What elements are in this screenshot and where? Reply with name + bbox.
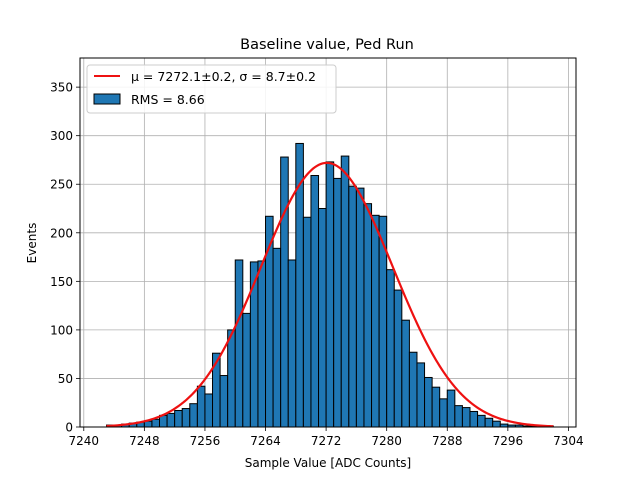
histogram-bar	[166, 412, 176, 428]
histogram-bar	[234, 259, 244, 428]
x-tick-label: 7280	[371, 434, 402, 448]
plot-frame	[79, 57, 577, 428]
histogram-bar	[249, 261, 259, 428]
histogram-bar	[454, 405, 463, 428]
y-tick-label: 0	[65, 421, 73, 435]
histogram-bar	[348, 185, 357, 428]
y-tick-label: 250	[50, 178, 73, 192]
histogram-bar	[257, 260, 267, 428]
histogram-bar	[469, 410, 479, 428]
histogram-bar	[340, 155, 350, 428]
histogram-bar	[174, 409, 183, 428]
histogram-bar	[333, 177, 342, 428]
histogram-bar	[363, 203, 373, 428]
histogram-bar	[477, 414, 486, 428]
histogram-bar	[181, 408, 191, 428]
histogram-bar	[325, 161, 335, 428]
histogram-bar	[287, 259, 297, 428]
x-tick-label: 7288	[432, 434, 463, 448]
x-tick-label: 7240	[69, 434, 100, 448]
legend-fit-label: μ = 7272.1±0.2, σ = 8.7±0.2	[131, 69, 316, 84]
y-tick-label: 50	[58, 372, 73, 386]
histogram-bar	[242, 312, 251, 428]
chart-title: Baseline value, Ped Run	[240, 37, 414, 53]
legend-rms-swatch	[93, 93, 121, 105]
histogram-bar	[318, 208, 327, 428]
histogram-bar	[272, 247, 282, 428]
histogram-bar	[371, 214, 380, 428]
histogram-bar	[393, 289, 403, 428]
histogram-bar	[401, 319, 410, 428]
histogram-bar	[386, 269, 395, 428]
x-tick-label: 7264	[250, 434, 281, 448]
histogram-bar	[439, 398, 448, 428]
histogram-bar	[302, 216, 312, 428]
fit-curve	[106, 161, 554, 428]
legend-rms-label: RMS = 8.66	[131, 92, 205, 107]
legend: μ = 7272.1±0.2, σ = 8.7±0.2 RMS = 8.66	[86, 64, 337, 114]
y-tick-label: 300	[50, 129, 73, 143]
y-axis-ticks: 0 50 100 150 200 250 300 350	[50, 81, 80, 435]
x-tick-label: 7272	[311, 434, 342, 448]
histogram-bar	[484, 417, 494, 428]
x-tick-label: 7304	[553, 434, 584, 448]
histogram-bar	[446, 389, 456, 428]
histogram-bar	[151, 418, 161, 428]
histogram-bar	[492, 420, 501, 428]
histogram-bar	[227, 329, 236, 428]
x-axis-ticks: 7240 7248 7256 7264 7272 7280 7288 7296 7304	[69, 427, 584, 448]
histogram-bar	[408, 351, 418, 428]
y-tick-label: 200	[50, 226, 73, 240]
histogram-bar	[416, 362, 426, 428]
histogram-bars	[106, 142, 554, 428]
y-axis-label: Events	[25, 223, 39, 264]
legend-box	[86, 64, 337, 114]
histogram-bar	[355, 187, 365, 428]
histogram-bar	[196, 385, 206, 428]
histogram-bar	[280, 156, 289, 428]
histogram-bar	[204, 393, 214, 428]
histogram-bar	[461, 407, 471, 428]
y-tick-label: 150	[50, 275, 73, 289]
x-tick-label: 7248	[129, 434, 160, 448]
x-axis-label: Sample Value [ADC Counts]	[245, 456, 411, 470]
histogram-bar	[431, 386, 441, 428]
y-tick-label: 350	[50, 81, 73, 95]
x-tick-label: 7296	[493, 434, 524, 448]
x-tick-label: 7256	[190, 434, 221, 448]
histogram-bar	[424, 376, 433, 428]
histogram-bar	[219, 375, 229, 428]
gaussian-fit-line	[106, 161, 554, 428]
y-tick-label: 100	[50, 323, 73, 337]
histogram-bar	[310, 174, 320, 428]
histogram-bar	[189, 403, 198, 428]
